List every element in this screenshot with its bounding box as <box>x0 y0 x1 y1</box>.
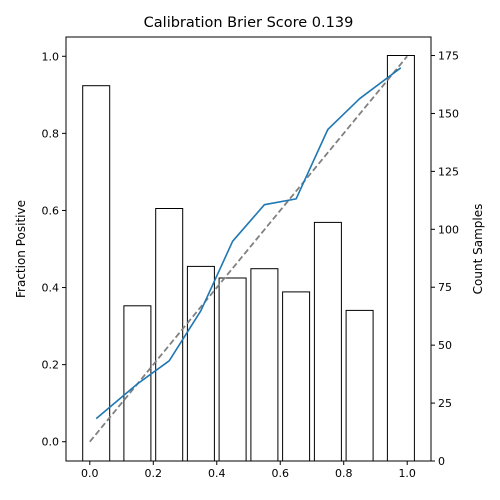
count-bar <box>386 55 415 462</box>
x-tick-label: 0.0 <box>81 467 99 480</box>
left-y-tick-label: 0.8 <box>42 127 60 140</box>
left-y-tick-label: 0.0 <box>42 436 60 449</box>
x-tick-label: 0.4 <box>208 467 226 480</box>
right-y-tick-label: 75 <box>438 281 452 294</box>
calibration-curve <box>95 67 402 420</box>
right-y-tick-label: 100 <box>438 223 459 236</box>
count-bar <box>313 221 342 462</box>
count-bar <box>282 291 311 462</box>
x-tick-label: 0.8 <box>335 467 353 480</box>
right-y-tick-label: 175 <box>438 50 459 63</box>
x-axis-ticks: 0.0 0.2 0.4 0.6 0.8 1.0 <box>81 461 416 480</box>
right-y-tick-label: 150 <box>438 107 459 120</box>
count-bar <box>218 277 247 462</box>
chart-title: Calibration Brier Score 0.139 <box>144 15 354 31</box>
right-y-axis-label: Count Samples <box>471 204 485 295</box>
left-y-axis-label: Fraction Positive <box>14 200 28 298</box>
left-y-tick-label: 1.0 <box>42 50 60 63</box>
left-y-axis-ticks: 0.0 0.2 0.4 0.6 0.8 1.0 <box>42 50 66 449</box>
x-tick-label: 1.0 <box>398 467 416 480</box>
count-bar <box>186 265 215 462</box>
right-y-tick-label: 0 <box>438 455 445 468</box>
right-y-tick-label: 25 <box>438 397 452 410</box>
left-y-tick-label: 0.4 <box>42 282 60 295</box>
left-y-tick-label: 0.6 <box>42 204 60 217</box>
right-y-tick-label: 50 <box>438 339 452 352</box>
x-tick-label: 0.6 <box>271 467 289 480</box>
count-bar <box>250 268 279 462</box>
x-tick-label: 0.2 <box>145 467 163 480</box>
calibration-curve-line <box>95 67 402 420</box>
count-bar <box>82 85 111 462</box>
right-y-tick-label: 125 <box>438 165 459 178</box>
perfect-calibration-diagonal <box>89 55 408 443</box>
right-y-axis-ticks: 0 25 50 75 100 125 150 175 <box>431 50 459 468</box>
plot-frame <box>65 36 432 462</box>
count-bar <box>345 309 374 462</box>
perfect-calibration-line <box>89 55 408 443</box>
left-y-tick-label: 0.2 <box>42 359 60 372</box>
